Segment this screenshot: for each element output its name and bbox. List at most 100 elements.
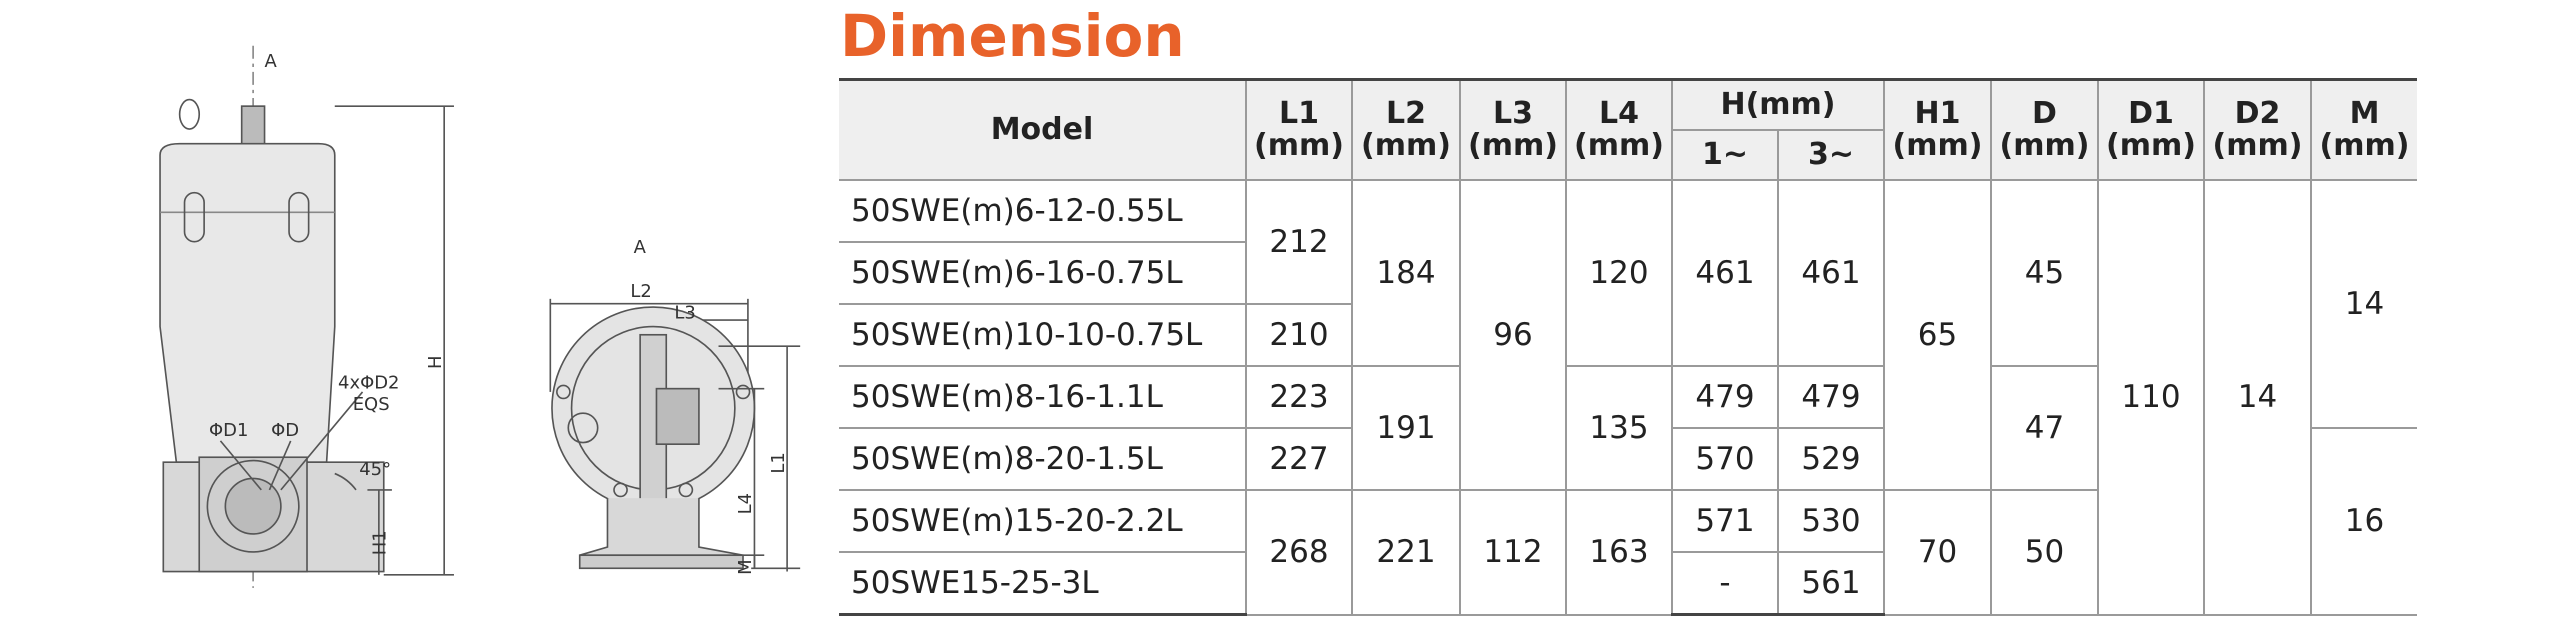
row: 50SWE(m)6-16-0.75L (839, 241, 2417, 305)
cell: 50 (1990, 489, 2098, 616)
cell: 135 (1565, 365, 1673, 491)
cell: 571 (1671, 489, 1779, 553)
header-unit: (mm) (1574, 128, 1664, 163)
cell: 120 (1565, 179, 1673, 367)
cell: 110 (2097, 179, 2205, 616)
holes-label: 4xΦD2 (338, 373, 399, 394)
header-row: 1~ 3~ (839, 129, 2417, 181)
header-unit: (mm) (1254, 128, 1344, 163)
header-cell: D (mm) (1990, 78, 2099, 181)
cell: 47 (1990, 365, 2098, 491)
row: 50SWE(m)8-20-1.5L 227 570 529 16 (839, 427, 2417, 616)
header-name: D1 (2128, 96, 2174, 131)
header-name: L2 (1386, 96, 1426, 131)
cell: 530 (1777, 489, 1885, 553)
header-name: L4 (1599, 96, 1639, 131)
row: 50SWE15-25-3L - 561 (839, 551, 2417, 616)
header-cell: 3~ (1777, 129, 1884, 181)
header-name: L1 (1279, 96, 1319, 131)
cell: 570 (1671, 427, 1779, 491)
model-cell: 50SWE(m)6-12-0.55L (839, 179, 1247, 243)
diameter-label: ΦD1 (209, 420, 248, 441)
header-unit: (mm) (1468, 128, 1558, 163)
cell: 221 (1351, 489, 1461, 616)
header-name: M (2349, 96, 2380, 131)
header-cell: L3 (mm) (1459, 78, 1567, 181)
dimension-label: L2 (630, 281, 651, 302)
model-cell: 50SWE(m)8-20-1.5L (839, 427, 1247, 491)
header-cell: D1 (mm) (2097, 78, 2205, 181)
eqs-label: EQS (353, 394, 390, 415)
header-row: Model L1 (mm) L2 (mm) L3 (mm) L4 (mm) H(mm) … (839, 78, 2417, 181)
cell: 16 (2310, 427, 2417, 616)
header-unit: (mm) (2319, 128, 2410, 163)
angle-label: 45° (359, 459, 391, 480)
header-unit: (mm) (2106, 128, 2196, 163)
cell: 163 (1565, 489, 1673, 616)
cell: 461 (1671, 179, 1779, 367)
header-unit: (mm) (1361, 128, 1451, 163)
header-cell: 1~ (1672, 129, 1779, 181)
model-cell: 50SWE(m)10-10-0.75L (839, 303, 1247, 367)
header-unit: (mm) (1999, 128, 2090, 163)
cell: 268 (1245, 489, 1353, 616)
cell: - (1671, 551, 1779, 616)
cell: 461 (1777, 179, 1885, 367)
cell: 479 (1777, 365, 1885, 429)
cell: 14 (2310, 179, 2417, 429)
header-name: H1 (1914, 96, 1961, 131)
header-unit: (mm) (2212, 128, 2303, 163)
header-cell: D2 (mm) (2203, 78, 2312, 181)
cell: 561 (1777, 551, 1884, 616)
model-cell: 50SWE(m)8-16-1.1L (839, 365, 1247, 429)
view-label: A (634, 237, 647, 258)
model-cell: 50SWE(m)6-16-0.75L (839, 241, 1246, 305)
header-cell: L1 (mm) (1245, 78, 1353, 181)
cell: 45 (1990, 179, 2099, 367)
header-cell: M (mm) (2310, 78, 2417, 181)
cell: 14 (2203, 179, 2312, 616)
cell: 112 (1459, 489, 1567, 616)
row: 50SWE(m)10-10-0.75L 210 (839, 303, 2417, 367)
cell: 212 (1245, 179, 1353, 305)
cell: 70 (1883, 489, 1992, 616)
cell: 479 (1671, 365, 1779, 429)
dimension-label: M (735, 559, 756, 574)
diameter-label: ΦD (271, 420, 299, 441)
header-unit: (mm) (1892, 128, 1983, 163)
drawing-labels: A ΦD1 ΦD 4xΦD2 EQS 45° H H1 A L2 L3 L1 L… (209, 51, 789, 575)
header-cell: H(mm) (1671, 78, 1885, 131)
cell: 96 (1459, 179, 1567, 491)
header-cell: Model (839, 78, 1247, 181)
view-label: A (265, 51, 278, 72)
cell: 65 (1883, 179, 1992, 491)
model-cell: 50SWE(m)15-20-2.2L (839, 489, 1247, 553)
cell: 529 (1777, 427, 1885, 491)
model-cell: 50SWE15-25-3L (839, 551, 1247, 616)
drawing-shapes (159, 45, 801, 588)
cell: 223 (1245, 365, 1353, 429)
row: 50SWE(m)15-20-2.2L 268 221 112 163 571 5… (839, 489, 2417, 616)
cell: 227 (1245, 427, 1353, 491)
dimension-table: Model L1 (mm) L2 (mm) L3 (mm) L4 (mm) H(mm) … (839, 78, 2417, 616)
header-cell: L4 (mm) (1565, 78, 1673, 181)
dimension-label: L1 (768, 452, 789, 473)
cell: 210 (1245, 303, 1352, 367)
header-cell: H1 (mm) (1883, 78, 1992, 181)
drawings: A ΦD1 ΦD 4xΦD2 EQS 45° H H1 A L2 L3 L1 L… (159, 45, 801, 588)
row: 50SWE(m)6-12-0.55L 212 184 96 120 461 46… (839, 179, 2417, 616)
header-name: D (2032, 96, 2057, 131)
header-name: D2 (2234, 96, 2281, 131)
dimension-label: H (425, 356, 446, 370)
dimension-label: L4 (735, 493, 756, 514)
dimension-label: H1 (369, 530, 390, 555)
dimension-label: L3 (674, 302, 695, 323)
header-name: L3 (1493, 96, 1533, 131)
header-cell: L2 (mm) (1351, 78, 1461, 181)
cell: 191 (1351, 365, 1461, 491)
cell: 184 (1351, 179, 1461, 367)
row: 50SWE(m)8-16-1.1L 223 191 135 479 479 47 (839, 365, 2417, 491)
title: Dimension (840, 2, 1185, 70)
